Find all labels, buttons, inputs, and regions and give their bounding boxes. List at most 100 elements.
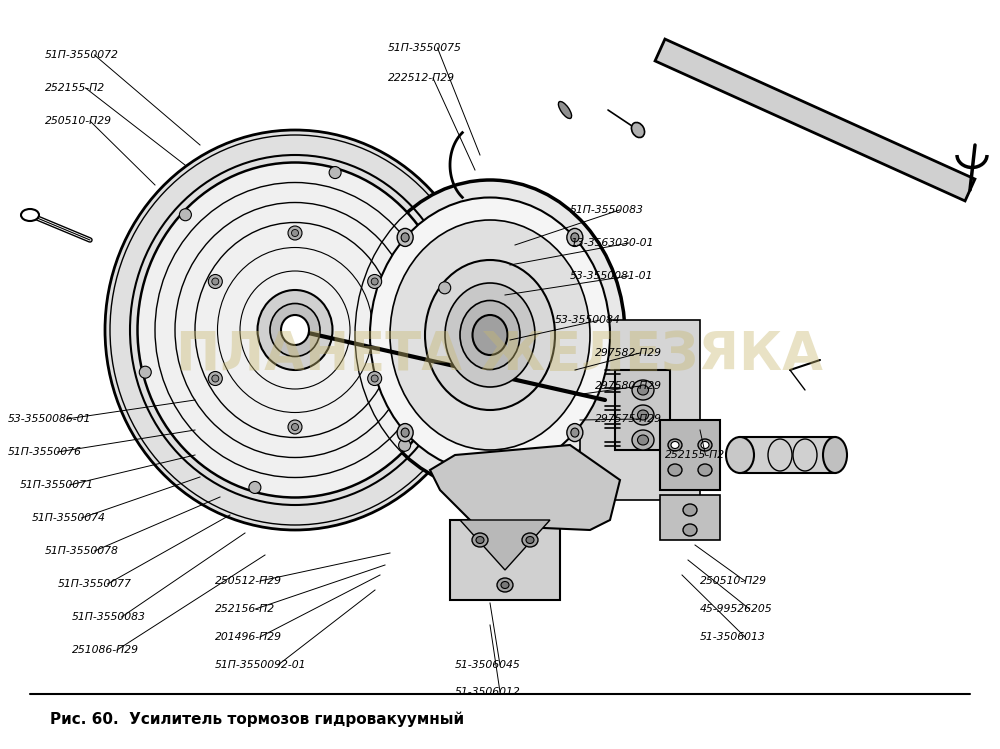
Ellipse shape	[212, 375, 219, 382]
Ellipse shape	[397, 424, 413, 442]
Ellipse shape	[368, 372, 382, 386]
Ellipse shape	[632, 405, 654, 425]
Ellipse shape	[138, 163, 452, 497]
Ellipse shape	[208, 274, 222, 288]
Text: 51П-3550083: 51П-3550083	[72, 612, 146, 622]
Ellipse shape	[701, 441, 709, 449]
Ellipse shape	[390, 220, 590, 450]
Ellipse shape	[638, 435, 648, 445]
Text: 297582-П29: 297582-П29	[595, 348, 662, 358]
Text: 51-3506045: 51-3506045	[455, 660, 521, 670]
Ellipse shape	[567, 228, 583, 246]
Text: 251086-П29: 251086-П29	[72, 645, 139, 655]
Ellipse shape	[671, 441, 679, 449]
Text: 51П-3550074: 51П-3550074	[32, 513, 106, 523]
Ellipse shape	[281, 315, 309, 345]
Text: 53-3550081-01: 53-3550081-01	[570, 271, 653, 281]
Polygon shape	[740, 437, 835, 473]
Ellipse shape	[726, 437, 754, 473]
Ellipse shape	[179, 209, 191, 221]
Ellipse shape	[371, 278, 378, 285]
Text: 53-3550086-01: 53-3550086-01	[8, 414, 91, 424]
Text: 201496-П29: 201496-П29	[215, 632, 282, 642]
Ellipse shape	[638, 385, 648, 395]
Text: ПЛАНЕТА ЖЕЛЕЗЯКА: ПЛАНЕТА ЖЕЛЕЗЯКА	[176, 329, 824, 381]
Text: 250512-П29: 250512-П29	[215, 576, 282, 586]
Polygon shape	[580, 320, 700, 500]
Text: 53-3550084: 53-3550084	[555, 315, 621, 325]
Polygon shape	[615, 370, 670, 450]
Polygon shape	[430, 445, 620, 530]
Text: 51П-3550075: 51П-3550075	[388, 43, 462, 53]
Ellipse shape	[355, 180, 625, 490]
Text: 51П-3550092-01: 51П-3550092-01	[215, 660, 306, 670]
Ellipse shape	[105, 130, 485, 530]
Polygon shape	[660, 495, 720, 540]
Polygon shape	[655, 39, 975, 201]
Ellipse shape	[292, 423, 298, 431]
Ellipse shape	[698, 439, 712, 451]
Ellipse shape	[397, 228, 413, 246]
Ellipse shape	[212, 278, 219, 285]
Text: 51П-3550071: 51П-3550071	[20, 480, 94, 490]
Text: 51-3506012: 51-3506012	[455, 687, 521, 697]
Ellipse shape	[632, 380, 654, 400]
Text: 51П-3550072: 51П-3550072	[45, 50, 119, 60]
Ellipse shape	[208, 372, 222, 386]
Ellipse shape	[399, 439, 411, 451]
Ellipse shape	[270, 303, 320, 357]
Text: 51П-3550077: 51П-3550077	[58, 579, 132, 589]
Text: 51П-3550076: 51П-3550076	[8, 447, 82, 457]
Ellipse shape	[632, 430, 654, 450]
Text: 250510-П29: 250510-П29	[45, 116, 112, 126]
Ellipse shape	[329, 166, 341, 178]
Ellipse shape	[401, 428, 409, 437]
Ellipse shape	[425, 260, 555, 410]
Ellipse shape	[258, 290, 332, 370]
Text: 297580-П29: 297580-П29	[595, 381, 662, 391]
Text: Рис. 60.  Усилитель тормозов гидровакуумный: Рис. 60. Усилитель тормозов гидровакуумн…	[50, 712, 464, 727]
Ellipse shape	[683, 524, 697, 536]
Ellipse shape	[288, 420, 302, 434]
Ellipse shape	[638, 410, 648, 420]
Ellipse shape	[401, 233, 409, 242]
Ellipse shape	[698, 464, 712, 476]
Text: 51-3506013: 51-3506013	[700, 632, 766, 642]
Ellipse shape	[476, 536, 484, 544]
Text: 13-3563030-01: 13-3563030-01	[570, 238, 653, 248]
Text: 252155-П2: 252155-П2	[665, 450, 725, 460]
Ellipse shape	[439, 282, 451, 294]
Ellipse shape	[21, 209, 39, 221]
Text: 252155-П2: 252155-П2	[45, 83, 105, 93]
Ellipse shape	[571, 428, 579, 437]
Ellipse shape	[473, 315, 508, 355]
Text: 45-99526205: 45-99526205	[700, 604, 773, 614]
Text: 250510-П29: 250510-П29	[700, 576, 767, 586]
Text: 51П-3550083: 51П-3550083	[570, 205, 644, 215]
Ellipse shape	[460, 300, 520, 369]
Text: 252156-П2: 252156-П2	[215, 604, 275, 614]
Polygon shape	[450, 520, 560, 600]
Ellipse shape	[249, 482, 261, 494]
Ellipse shape	[497, 578, 513, 592]
Text: 51П-3550078: 51П-3550078	[45, 546, 119, 556]
Ellipse shape	[823, 437, 847, 473]
Ellipse shape	[288, 226, 302, 240]
Ellipse shape	[501, 581, 509, 589]
Ellipse shape	[445, 283, 535, 387]
Ellipse shape	[631, 122, 645, 138]
Ellipse shape	[571, 233, 579, 242]
Ellipse shape	[370, 198, 610, 473]
Ellipse shape	[292, 229, 298, 237]
Ellipse shape	[371, 375, 378, 382]
Ellipse shape	[683, 504, 697, 516]
Ellipse shape	[668, 439, 682, 451]
Text: 297575-П29: 297575-П29	[595, 414, 662, 424]
Ellipse shape	[368, 274, 382, 288]
Polygon shape	[460, 520, 550, 570]
Ellipse shape	[522, 533, 538, 547]
Text: 222512-П29: 222512-П29	[388, 73, 455, 83]
Polygon shape	[660, 420, 720, 490]
Ellipse shape	[139, 366, 151, 378]
Ellipse shape	[472, 533, 488, 547]
